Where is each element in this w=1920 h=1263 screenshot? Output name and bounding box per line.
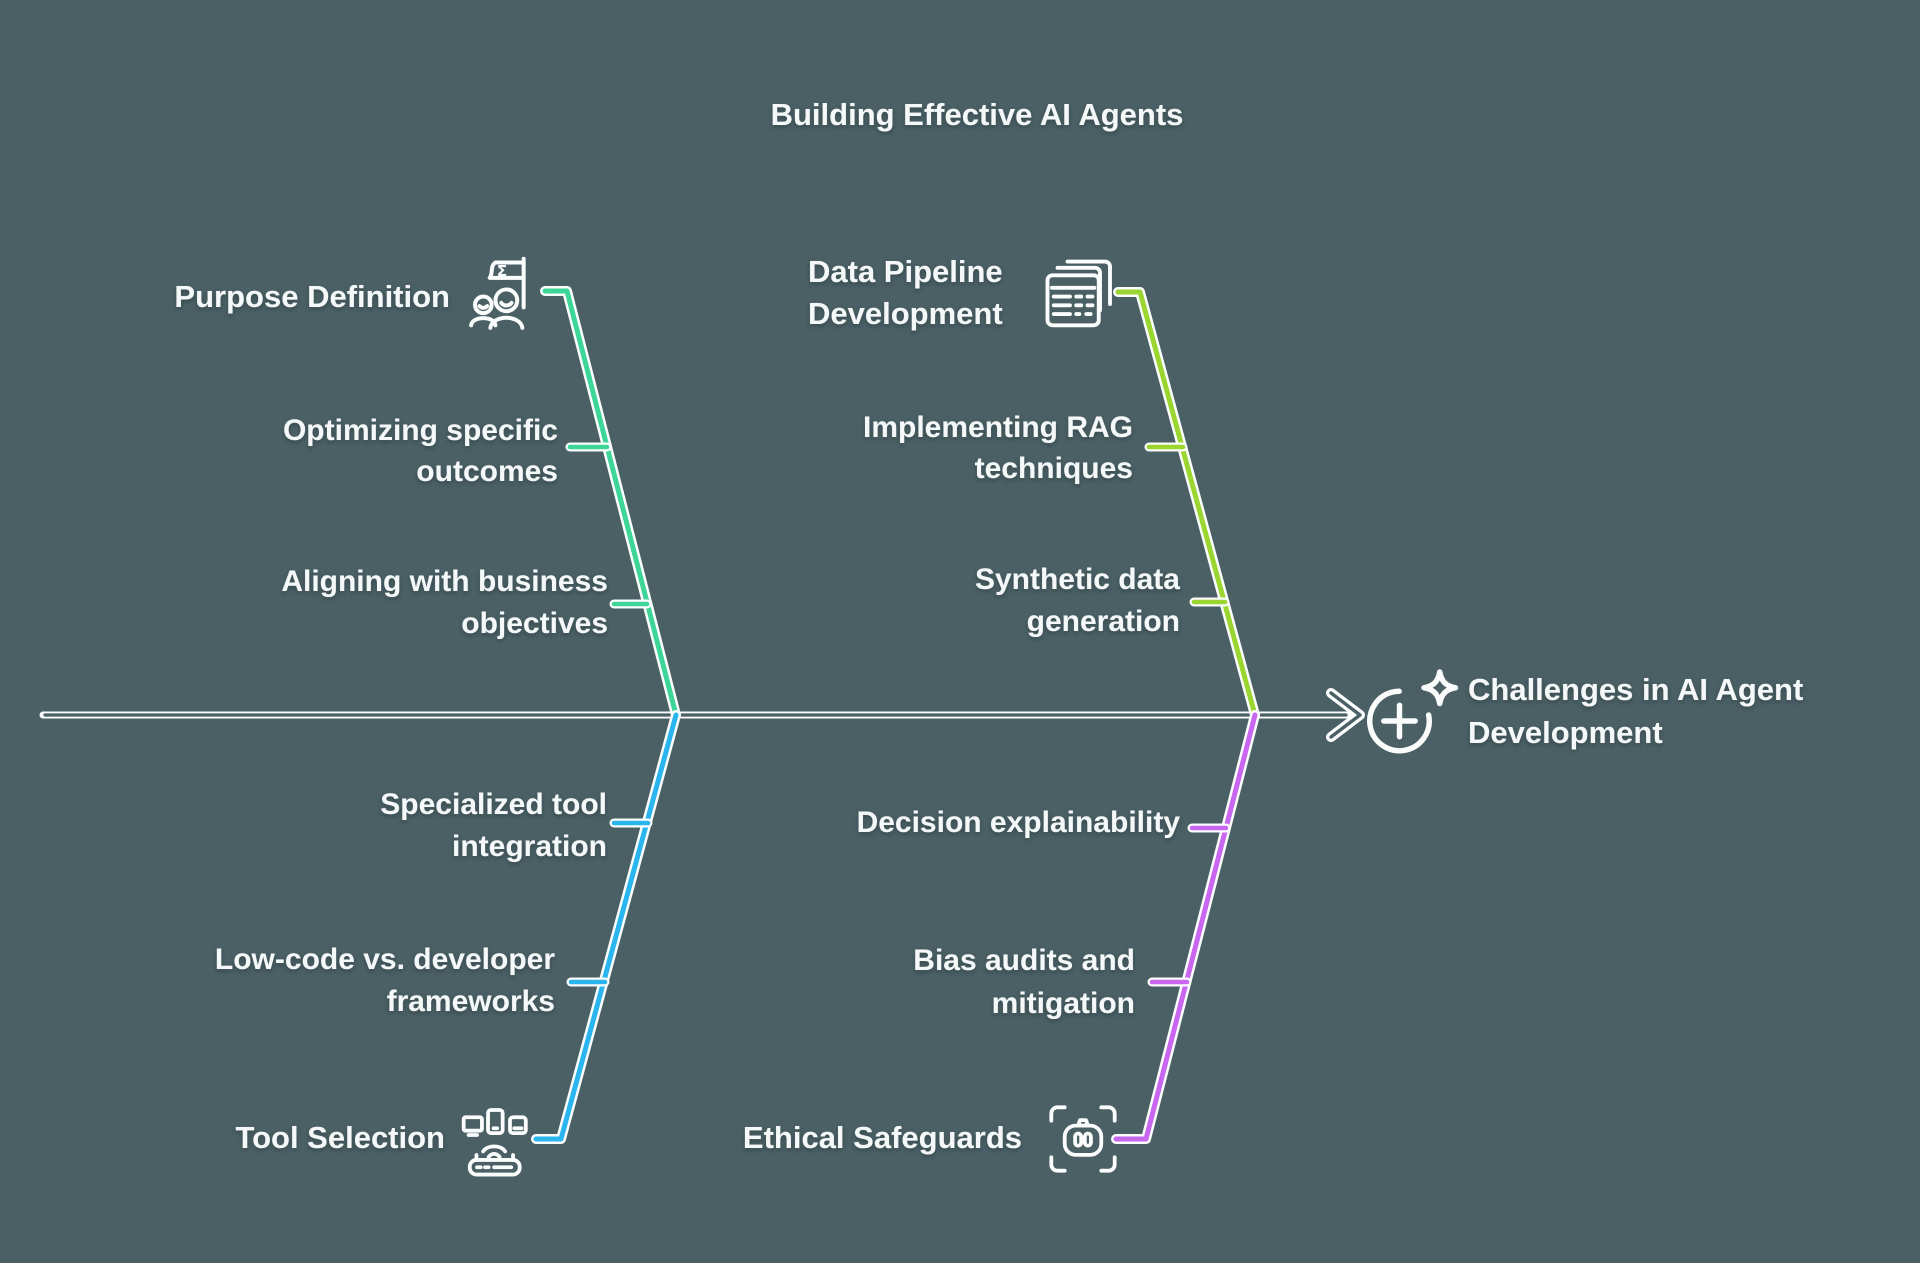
cause-item: Synthetic data generation [974, 563, 1180, 638]
cause-item: Bias audits and mitigation [913, 944, 1135, 1020]
robot-scan-frame-icon [1044, 1100, 1122, 1178]
cause-item: Optimizing specific outcomes [282, 414, 558, 488]
svg-text:Σ: Σ [497, 262, 508, 280]
spine-arrowhead [1326, 688, 1365, 742]
branch-line-purpose-definition [540, 286, 681, 720]
stacked-data-tables-icon [1040, 252, 1120, 336]
branch-line-ethical-safeguards [1111, 710, 1260, 1144]
cause-label-purpose-definition: Purpose Definition [174, 279, 450, 314]
cause-label-data-pipeline: Data Pipeline Development [808, 254, 1003, 331]
cause-item: Aligning with business objectives [281, 565, 608, 640]
cause-item: Implementing RAG techniques [862, 411, 1133, 485]
cause-label-tool-selection: Tool Selection [235, 1120, 445, 1155]
cause-item: Specialized tool integration [380, 788, 607, 863]
branch-line-data-pipeline [1113, 287, 1260, 720]
diagram-title: Building Effective AI Agents [770, 97, 1184, 132]
cause-item: Low-code vs. developer frameworks [214, 943, 555, 1018]
circle-plus-sparkle-icon [1354, 658, 1466, 770]
effect-label: Challenges in AI Agent Development [1468, 672, 1804, 750]
cause-item: Decision explainability [856, 806, 1180, 839]
devices-network-icon [460, 1098, 538, 1178]
cause-label-ethical-safeguards: Ethical Safeguards [742, 1120, 1022, 1155]
team-flag-goal-icon: Σ [466, 250, 548, 334]
branch-line-tool-selection [531, 710, 681, 1144]
